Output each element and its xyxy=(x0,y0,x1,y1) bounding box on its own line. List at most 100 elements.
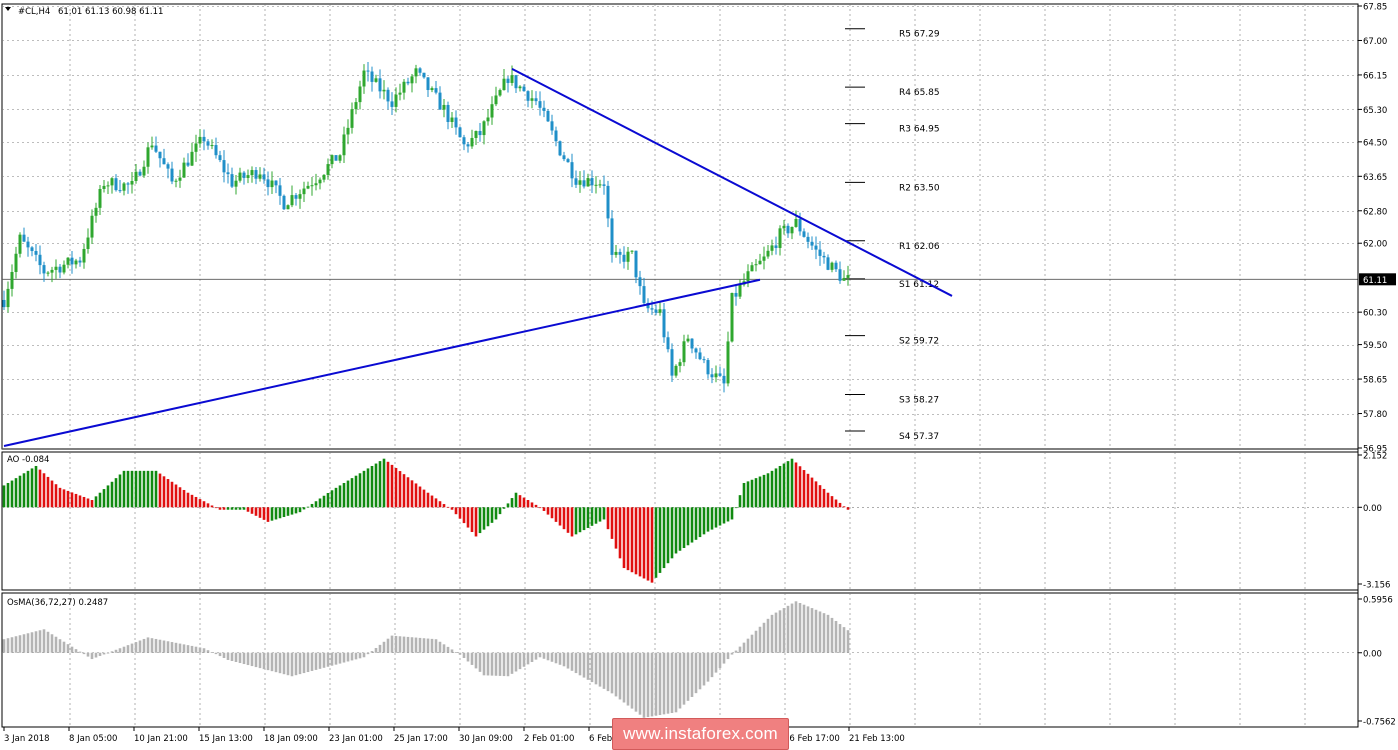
candle-body xyxy=(10,272,14,289)
ao-bar xyxy=(730,507,734,520)
ao-bar xyxy=(366,468,370,508)
osma-bar xyxy=(650,652,654,717)
ao-bar xyxy=(846,507,850,510)
candle-body xyxy=(370,71,374,82)
osma-bar xyxy=(202,648,206,653)
candle-body xyxy=(218,155,222,161)
ao-tick-label: -3.156 xyxy=(1363,581,1390,591)
osma-bar xyxy=(70,646,74,653)
osma-bar xyxy=(834,620,838,653)
candle-body xyxy=(610,218,614,255)
candle-body xyxy=(222,160,226,173)
osma-bar xyxy=(846,630,850,653)
osma-bar xyxy=(674,652,678,713)
osma-bar xyxy=(746,638,750,653)
osma-bar xyxy=(126,645,130,653)
osma-bar xyxy=(246,652,250,666)
candle-body xyxy=(838,269,842,281)
osma-bar xyxy=(606,652,610,692)
osma-bar xyxy=(446,646,450,653)
osma-bar xyxy=(738,646,742,653)
ao-bar xyxy=(286,507,290,516)
ao-bar xyxy=(466,507,470,528)
ao-bar xyxy=(270,507,274,521)
candle-body xyxy=(358,86,362,103)
candle-body xyxy=(618,251,622,255)
ao-bar xyxy=(146,470,150,508)
candle-body xyxy=(506,78,510,83)
candle-body xyxy=(262,174,266,180)
osma-bar xyxy=(754,630,758,653)
osma-bar xyxy=(558,652,562,665)
candle-body xyxy=(530,98,534,101)
ao-bar xyxy=(418,486,422,508)
candle-body xyxy=(186,162,190,166)
candle-body xyxy=(682,341,686,363)
ao-bar xyxy=(790,458,794,508)
candle-body xyxy=(478,131,482,136)
osma-bar xyxy=(226,652,230,660)
time-tick-label: 21 Feb 13:00 xyxy=(849,734,905,744)
candle-body xyxy=(378,78,382,92)
ao-bar xyxy=(574,507,578,535)
ao-bar xyxy=(474,507,478,537)
ao-bar xyxy=(114,478,118,508)
osma-bar xyxy=(178,643,182,653)
candle-body xyxy=(70,257,74,265)
candle-body xyxy=(786,225,790,234)
osma-bar xyxy=(286,652,290,676)
candle-body xyxy=(410,76,414,84)
candle-body xyxy=(14,253,18,273)
candle-body xyxy=(426,77,430,91)
candle-body xyxy=(458,127,462,138)
osma-bar xyxy=(358,652,362,659)
ao-bar xyxy=(742,482,746,508)
candle-body xyxy=(38,254,42,266)
ao-bar xyxy=(562,507,566,530)
ao-bar xyxy=(674,507,678,554)
ao-bar xyxy=(10,480,14,508)
time-tick-label: 18 Jan 09:00 xyxy=(264,734,318,744)
ao-bar xyxy=(370,465,374,508)
candle-body xyxy=(382,89,386,92)
osma-bar xyxy=(614,652,618,697)
ao-bar xyxy=(670,507,674,559)
osma-bar xyxy=(330,652,334,666)
osma-bar xyxy=(442,644,446,653)
osma-bar xyxy=(238,652,242,664)
ao-bar xyxy=(322,495,326,508)
osma-bar xyxy=(566,652,570,669)
price-tick-label: 65.30 xyxy=(1363,106,1387,116)
candle-body xyxy=(202,136,206,142)
candle-body xyxy=(78,260,82,263)
ao-bar xyxy=(162,476,166,508)
pivot-label: R2 63.50 xyxy=(899,183,940,193)
candle-body xyxy=(502,78,506,91)
candle-body xyxy=(658,309,662,313)
ao-bar xyxy=(770,470,774,508)
osma-bar xyxy=(362,652,366,658)
trendlines[interactable] xyxy=(3,67,953,447)
candle-body xyxy=(698,352,702,360)
osma-bar xyxy=(542,652,546,659)
ao-bar xyxy=(514,492,518,508)
pivot-label: R3 64.95 xyxy=(899,125,940,135)
osma-bar xyxy=(586,652,590,680)
osma-bar xyxy=(350,652,354,661)
ao-bar xyxy=(630,507,634,573)
osma-bar xyxy=(174,642,178,653)
osma-bar xyxy=(354,652,358,660)
ao-bar xyxy=(614,507,618,549)
ao-bar xyxy=(394,467,398,508)
osma-bar xyxy=(782,608,786,653)
ao-bar xyxy=(334,487,338,508)
osma-bar xyxy=(230,652,234,661)
candle-body xyxy=(342,134,346,156)
ao-bar xyxy=(738,495,742,508)
price-axis: 67.85 67.00 66.15 65.30 64.50 63.65 62.80 62.00… xyxy=(1357,3,1396,728)
ao-bar xyxy=(558,507,562,526)
candle-body xyxy=(470,137,474,147)
osma-bar xyxy=(778,610,782,653)
osma-bar xyxy=(590,652,594,683)
